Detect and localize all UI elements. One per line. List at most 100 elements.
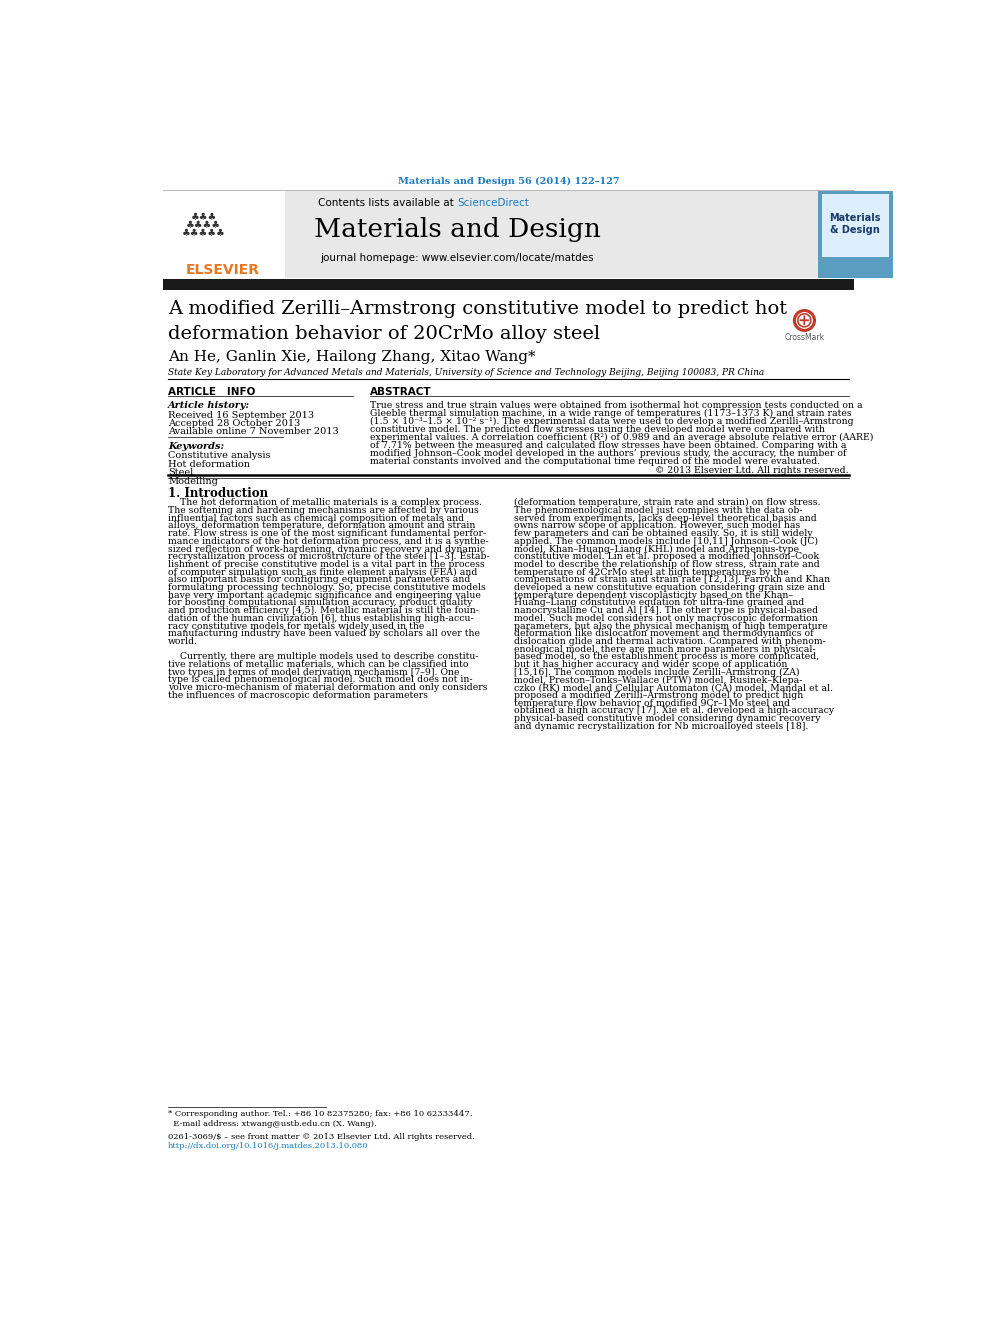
- Text: model. Such model considers not only macroscopic deformation: model. Such model considers not only mac…: [514, 614, 817, 623]
- Text: Constitutive analysis: Constitutive analysis: [169, 451, 271, 460]
- Text: for boosting computational simulation accuracy, product quality: for boosting computational simulation ac…: [169, 598, 472, 607]
- Text: material constants involved and the computational time required of the model wer: material constants involved and the comp…: [370, 456, 820, 466]
- Text: model, Khan–Huang–Liang (KHL) model and Arrhenius-type: model, Khan–Huang–Liang (KHL) model and …: [514, 545, 799, 553]
- Text: The hot deformation of metallic materials is a complex process.: The hot deformation of metallic material…: [169, 499, 482, 507]
- Text: E-mail address: xtwang@ustb.edu.cn (X. Wang).: E-mail address: xtwang@ustb.edu.cn (X. W…: [169, 1119, 377, 1127]
- Text: 0261-3069/$ – see front matter © 2013 Elsevier Ltd. All rights reserved.: 0261-3069/$ – see front matter © 2013 El…: [169, 1132, 475, 1140]
- Text: dislocation glide and thermal activation. Compared with phenom-: dislocation glide and thermal activation…: [514, 636, 825, 646]
- Text: Received 16 September 2013: Received 16 September 2013: [169, 410, 314, 419]
- FancyBboxPatch shape: [163, 191, 854, 278]
- Text: alloys, deformation temperature, deformation amount and strain: alloys, deformation temperature, deforma…: [169, 521, 475, 531]
- FancyBboxPatch shape: [163, 191, 286, 278]
- FancyBboxPatch shape: [163, 279, 854, 290]
- Text: Article history:: Article history:: [169, 401, 250, 410]
- Text: enological model, there are much more parameters in physical-: enological model, there are much more pa…: [514, 644, 815, 654]
- Text: journal homepage: www.elsevier.com/locate/matdes: journal homepage: www.elsevier.com/locat…: [320, 254, 594, 263]
- Text: world.: world.: [169, 636, 198, 646]
- Text: True stress and true strain values were obtained from isothermal hot compression: True stress and true strain values were …: [370, 401, 863, 410]
- Circle shape: [797, 312, 812, 328]
- Text: owns narrow scope of application. However, such model has: owns narrow scope of application. Howeve…: [514, 521, 801, 531]
- Text: ARTICLE   INFO: ARTICLE INFO: [169, 388, 256, 397]
- Text: dation of the human civilization [6], thus establishing high-accu-: dation of the human civilization [6], th…: [169, 614, 474, 623]
- Text: developed a new constitutive equation considering grain size and: developed a new constitutive equation co…: [514, 583, 825, 591]
- FancyBboxPatch shape: [821, 194, 889, 257]
- Text: nanocrystalline Cu and Al [14]. The other type is physical-based: nanocrystalline Cu and Al [14]. The othe…: [514, 606, 818, 615]
- Text: CrossMark: CrossMark: [785, 333, 824, 341]
- Text: deformation like dislocation movement and thermodynamics of: deformation like dislocation movement an…: [514, 630, 813, 638]
- Text: Contents lists available at: Contents lists available at: [318, 198, 457, 208]
- Text: (deformation temperature, strain rate and strain) on flow stress.: (deformation temperature, strain rate an…: [514, 499, 820, 508]
- Text: (1.5 × 10⁻³–1.5 × 10⁻² s⁻¹). The experimental data were used to develop a modifi: (1.5 × 10⁻³–1.5 × 10⁻² s⁻¹). The experim…: [370, 417, 854, 426]
- Text: modified Johnson–Cook model developed in the authors’ previous study, the accura: modified Johnson–Cook model developed in…: [370, 448, 847, 458]
- Text: Materials
& Design: Materials & Design: [829, 213, 881, 235]
- Text: temperature dependent viscoplasticity based on the Khan–: temperature dependent viscoplasticity ba…: [514, 591, 793, 599]
- Text: Currently, there are multiple models used to describe constitu-: Currently, there are multiple models use…: [169, 652, 479, 662]
- Text: based model, so the establishment process is more complicated,: based model, so the establishment proces…: [514, 652, 819, 662]
- Text: Gleeble thermal simulation machine, in a wide range of temperatures (1173–1373 K: Gleeble thermal simulation machine, in a…: [370, 409, 852, 418]
- Text: temperature of 42CrMo steel at high temperatures by the: temperature of 42CrMo steel at high temp…: [514, 568, 789, 577]
- Text: Huang–Liang constitutive equation for ultra-fine grained and: Huang–Liang constitutive equation for ul…: [514, 598, 805, 607]
- Text: State Key Laboratory for Advanced Metals and Materials, University of Science an: State Key Laboratory for Advanced Metals…: [169, 368, 765, 377]
- Text: The softening and hardening mechanisms are affected by various: The softening and hardening mechanisms a…: [169, 505, 479, 515]
- Text: experimental values. A correlation coefficient (R²) of 0.989 and an average abso: experimental values. A correlation coeff…: [370, 433, 874, 442]
- Text: lishment of precise constitutive model is a vital part in the process: lishment of precise constitutive model i…: [169, 560, 485, 569]
- Text: physical-based constitutive model considering dynamic recovery: physical-based constitutive model consid…: [514, 714, 820, 722]
- Text: * Corresponding author. Tel.: +86 10 82375280; fax: +86 10 62333447.: * Corresponding author. Tel.: +86 10 823…: [169, 1110, 472, 1118]
- Text: An He, Ganlin Xie, Hailong Zhang, Xitao Wang*: An He, Ganlin Xie, Hailong Zhang, Xitao …: [169, 351, 536, 365]
- Text: recrystallization process of microstructure of the steel [1–3]. Estab-: recrystallization process of microstruct…: [169, 552, 490, 561]
- Text: obtained a high accuracy [17]. Xie et al. developed a high-accuracy: obtained a high accuracy [17]. Xie et al…: [514, 706, 834, 716]
- Text: Available online 7 November 2013: Available online 7 November 2013: [169, 427, 339, 437]
- Text: volve micro-mechanism of material deformation and only considers: volve micro-mechanism of material deform…: [169, 683, 488, 692]
- Text: ELSEVIER: ELSEVIER: [186, 263, 260, 277]
- Text: formulating processing technology. So, precise constitutive models: formulating processing technology. So, p…: [169, 583, 486, 591]
- Text: ⊕: ⊕: [796, 311, 813, 331]
- Text: the influences of macroscopic deformation parameters: the influences of macroscopic deformatio…: [169, 691, 429, 700]
- Circle shape: [794, 310, 815, 331]
- Text: racy constitutive models for metals widely used in the: racy constitutive models for metals wide…: [169, 622, 425, 631]
- Text: [15,16]. The common models include Zerilli–Armstrong (ZA): [15,16]. The common models include Zeril…: [514, 668, 800, 677]
- Text: model to describe the relationship of flow stress, strain rate and: model to describe the relationship of fl…: [514, 560, 819, 569]
- Text: influential factors such as chemical composition of metals and: influential factors such as chemical com…: [169, 513, 464, 523]
- Text: of computer simulation such as finite element analysis (FEA) and: of computer simulation such as finite el…: [169, 568, 477, 577]
- Text: 1. Introduction: 1. Introduction: [169, 487, 268, 500]
- Text: ScienceDirect: ScienceDirect: [457, 198, 529, 208]
- Text: sized reflection of work-hardening, dynamic recovery and dynamic: sized reflection of work-hardening, dyna…: [169, 545, 485, 553]
- Text: Steel: Steel: [169, 468, 193, 478]
- Text: http://dx.doi.org/10.1016/j.matdes.2013.10.080: http://dx.doi.org/10.1016/j.matdes.2013.…: [169, 1142, 369, 1150]
- Text: czko (RK) model and Cellular Automaton (CA) model. Mandal et al.: czko (RK) model and Cellular Automaton (…: [514, 683, 833, 692]
- Text: have very important academic significance and engineering value: have very important academic significanc…: [169, 591, 481, 599]
- Text: © 2013 Elsevier Ltd. All rights reserved.: © 2013 Elsevier Ltd. All rights reserved…: [655, 466, 848, 475]
- Text: and dynamic recrystallization for Nb microalloyed steels [18].: and dynamic recrystallization for Nb mic…: [514, 721, 808, 730]
- Text: constitutive model. Lin et al. proposed a modified Johnson–Cook: constitutive model. Lin et al. proposed …: [514, 552, 819, 561]
- Text: ABSTRACT: ABSTRACT: [370, 388, 433, 397]
- Text: A modified Zerilli–Armstrong constitutive model to predict hot
deformation behav: A modified Zerilli–Armstrong constitutiv…: [169, 300, 788, 344]
- Text: of 7.71% between the measured and calculated flow stresses have been obtained. C: of 7.71% between the measured and calcul…: [370, 441, 847, 450]
- Text: applied. The common models include [10,11] Johnson–Cook (JC): applied. The common models include [10,1…: [514, 537, 818, 546]
- Text: compensations of strain and strain rate [12,13]. Farrokh and Khan: compensations of strain and strain rate …: [514, 576, 830, 585]
- Text: temperature flow behavior of modified 9Cr–1Mo steel and: temperature flow behavior of modified 9C…: [514, 699, 790, 708]
- Text: The phenomenological model just complies with the data ob-: The phenomenological model just complies…: [514, 505, 803, 515]
- Text: rate. Flow stress is one of the most significant fundamental perfor-: rate. Flow stress is one of the most sig…: [169, 529, 486, 538]
- Text: proposed a modified Zerilli–Armstrong model to predict high: proposed a modified Zerilli–Armstrong mo…: [514, 691, 804, 700]
- Text: constitutive model. The predicted flow stresses using the developed model were c: constitutive model. The predicted flow s…: [370, 425, 825, 434]
- Text: manufacturing industry have been valued by scholars all over the: manufacturing industry have been valued …: [169, 630, 480, 638]
- Text: type is called phenomenological model. Such model does not in-: type is called phenomenological model. S…: [169, 676, 472, 684]
- Text: and production efficiency [4,5]. Metallic material is still the foun-: and production efficiency [4,5]. Metalli…: [169, 606, 479, 615]
- Text: two types in terms of model derivation mechanism [7–9]. One: two types in terms of model derivation m…: [169, 668, 459, 677]
- Text: Keywords:: Keywords:: [169, 442, 224, 451]
- Text: also important basis for configuring equipment parameters and: also important basis for configuring equ…: [169, 576, 470, 585]
- Text: but it has higher accuracy and wider scope of application: but it has higher accuracy and wider sco…: [514, 660, 788, 669]
- Text: parameters, but also the physical mechanism of high temperature: parameters, but also the physical mechan…: [514, 622, 827, 631]
- Text: mance indicators of the hot deformation process, and it is a synthe-: mance indicators of the hot deformation …: [169, 537, 489, 546]
- Text: Materials and Design 56 (2014) 122–127: Materials and Design 56 (2014) 122–127: [398, 176, 619, 185]
- Text: tive relations of metallic materials, which can be classified into: tive relations of metallic materials, wh…: [169, 660, 468, 669]
- Text: ♣♣♣
♣♣♣♣
♣♣♣♣♣: ♣♣♣ ♣♣♣♣ ♣♣♣♣♣: [182, 213, 226, 238]
- Text: model, Preston–Tonks–Wallace (PTW) model, Rusinek–Klepa-: model, Preston–Tonks–Wallace (PTW) model…: [514, 676, 803, 684]
- Text: Accepted 28 October 2013: Accepted 28 October 2013: [169, 419, 301, 429]
- Text: Hot deformation: Hot deformation: [169, 460, 250, 468]
- Text: Materials and Design: Materials and Design: [313, 217, 601, 242]
- Text: served from experiments, lacks deep-level theoretical basis and: served from experiments, lacks deep-leve…: [514, 513, 816, 523]
- FancyBboxPatch shape: [817, 191, 893, 278]
- Text: Modelling: Modelling: [169, 476, 218, 486]
- Text: few parameters and can be obtained easily. So, it is still widely: few parameters and can be obtained easil…: [514, 529, 812, 538]
